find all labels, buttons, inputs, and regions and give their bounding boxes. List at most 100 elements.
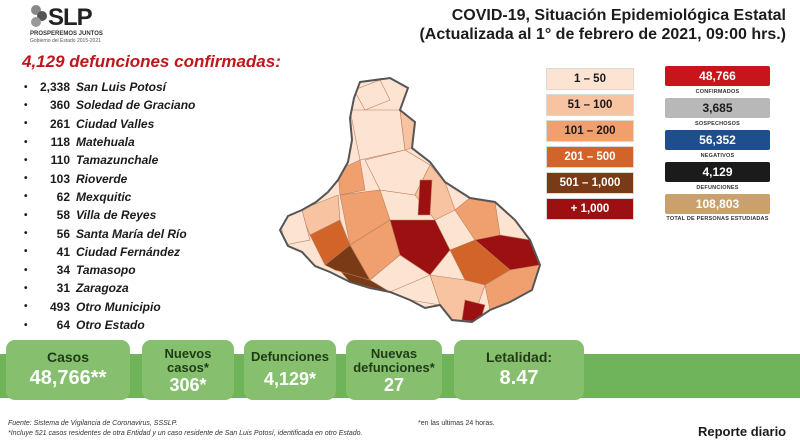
card-defunciones-label: Defunciones [250, 349, 329, 364]
logo-tagline: PROSPEREMOS JUNTOS [30, 31, 103, 37]
card-casos-value: 48,766** [29, 367, 107, 389]
card-casos: Casos 48,766** [6, 340, 130, 400]
municipality-item: • 493 Otro Municipio [24, 298, 224, 316]
logo-subline: Gobierno del Estado 2015-2021 [30, 38, 101, 44]
municipality-deaths-value: 360 [49, 98, 70, 113]
bullet-icon: • [24, 301, 28, 313]
card-nuevos-casos: Nuevos casos* 306* [142, 340, 234, 400]
municipality-deaths-value: 41 [56, 244, 70, 259]
municipality-name: Rioverde [76, 171, 128, 186]
footer-source: Fuente: Sistema de Vigilancia de Coronav… [8, 420, 178, 427]
bullet-icon: • [24, 81, 28, 93]
municipality-deaths-list: • 2,338 San Luis Potosí • 360 Soledad de Grac… [24, 78, 224, 334]
stat-label: NEGATIVOS [700, 153, 735, 159]
stat-label: DEFUNCIONES [696, 185, 739, 191]
municipality-deaths-value: 64 [56, 318, 70, 332]
card-nuevas-defunciones-label-1: Nuevas [370, 346, 418, 361]
municipality-deaths-value: 31 [56, 281, 70, 296]
municipality-name: Ciudad Fernández [76, 244, 181, 259]
logo-text: SLP [48, 4, 93, 31]
title-line-2: (Actualizada al 1° de febrero de 2021, 0… [419, 26, 786, 43]
legend-item: 1 – 50 [546, 68, 634, 90]
municipality-item: • 62 Mexquitic [24, 188, 224, 206]
municipality-item: • 41 Ciudad Fernández [24, 243, 224, 261]
municipality-item: • 110 Tamazunchale [24, 151, 224, 169]
bullet-icon: • [24, 228, 28, 240]
municipality-item: • 103 Rioverde [24, 169, 224, 187]
stat-value: 4,129 [665, 162, 770, 182]
card-defunciones: Defunciones 4,129* [244, 340, 336, 400]
municipality-deaths-value: 34 [56, 263, 70, 278]
municipality-name: San Luis Potosí [76, 80, 167, 95]
card-casos-label: Casos [46, 349, 90, 365]
stat-value: 3,685 [665, 98, 770, 118]
municipality-name: Soledad de Graciano [76, 98, 196, 113]
municipality-deaths-value: 261 [49, 116, 70, 131]
municipality-deaths-value: 58 [56, 208, 70, 223]
municipality-name: Zaragoza [76, 281, 129, 296]
card-nuevas-defunciones-value: 27 [383, 375, 405, 395]
bullet-icon: • [24, 319, 28, 331]
stat-label: SOSPECHOSOS [695, 121, 740, 127]
footer-note: *Incluye 521 casos residentes de otra En… [8, 430, 363, 437]
stat-value: 48,766 [665, 66, 770, 86]
stat-value: 108,803 [665, 194, 770, 214]
state-map [278, 76, 542, 324]
card-defunciones-value: 4,129* [263, 369, 317, 389]
footer-last24: *en las ultimas 24 horas. [418, 420, 495, 427]
page-title: COVID-19, Situación Epidemiológica Estat… [419, 6, 786, 44]
bullet-icon: • [24, 118, 28, 130]
municipality-name: Santa María del Río [76, 226, 187, 241]
legend-item: 101 – 200 [546, 120, 634, 142]
card-nuevos-casos-value: 306* [169, 375, 207, 395]
bullet-icon: • [24, 154, 28, 166]
legend-item: 501 – 1,000 [546, 172, 634, 194]
report-label: Reporte diario [698, 424, 787, 439]
municipality-name: Matehuala [76, 135, 135, 150]
municipality-name: Tamasopo [76, 263, 136, 278]
card-nuevos-casos-label-2: casos* [167, 360, 209, 375]
municipality-item: • 34 Tamasopo [24, 261, 224, 279]
municipality-item: • 31 Zaragoza [24, 279, 224, 297]
slp-logo: SLP PROSPEREMOS JUNTOS Gobierno del Esta… [28, 4, 108, 46]
stats-panel: 48,766 CONFIRMADOS 3,685 SOSPECHOSOS 56,352 N… [665, 66, 770, 232]
municipality-deaths-value: 56 [56, 226, 70, 241]
legend-item: 201 – 500 [546, 146, 634, 168]
bullet-icon: • [24, 173, 28, 185]
bullet-icon: • [24, 191, 28, 203]
summary-bar: Casos 48,766** Nuevos casos* 306* Defunc… [0, 340, 800, 400]
bullet-icon: • [24, 209, 28, 221]
card-nuevas-defunciones-label-2: defunciones* [353, 360, 435, 375]
municipality-item: • 58 Villa de Reyes [24, 206, 224, 224]
deaths-heading: 4,129 defunciones confirmadas: [22, 52, 281, 71]
bullet-icon: • [24, 282, 28, 294]
map-legend: 1 – 50 51 – 100 101 – 200 201 – 500 501 – 1,… [546, 68, 646, 224]
legend-item: 51 – 100 [546, 94, 634, 116]
card-letalidad: Letalidad: 8.47 [454, 340, 584, 400]
municipality-item: • 360 Soledad de Graciano [24, 96, 224, 114]
stat-value: 56,352 [665, 130, 770, 150]
municipality-item: • 2,338 San Luis Potosí [24, 78, 224, 96]
municipality-item: • 64 Otro Estado [24, 316, 224, 334]
municipality-deaths-value: 118 [50, 135, 70, 150]
bullet-icon: • [24, 136, 28, 148]
municipality-deaths-value: 62 [56, 189, 70, 204]
municipality-name: Tamazunchale [76, 153, 159, 168]
municipality-deaths-value: 103 [49, 171, 70, 186]
card-letalidad-label: Letalidad: [485, 349, 553, 365]
slp-logo-mark-icon [31, 5, 47, 27]
municipality-deaths-value: 110 [50, 153, 70, 168]
title-line-1: COVID-19, Situación Epidemiológica Estat… [451, 7, 786, 24]
municipality-deaths-value: 2,338 [39, 80, 70, 95]
municipality-item: • 118 Matehuala [24, 133, 224, 151]
bullet-icon: • [24, 246, 28, 258]
municipality-name: Otro Estado [76, 318, 145, 332]
card-nuevos-casos-label-1: Nuevos [164, 346, 212, 361]
municipality-deaths-value: 493 [49, 299, 70, 314]
municipality-name: Mexquitic [76, 189, 132, 204]
municipality-item: • 56 Santa María del Río [24, 224, 224, 242]
bullet-icon: • [24, 264, 28, 276]
stat-label: CONFIRMADOS [695, 89, 740, 95]
stat-label: TOTAL DE PERSONAS ESTUDIADAS [666, 216, 769, 222]
legend-item: + 1,000 [546, 198, 634, 220]
